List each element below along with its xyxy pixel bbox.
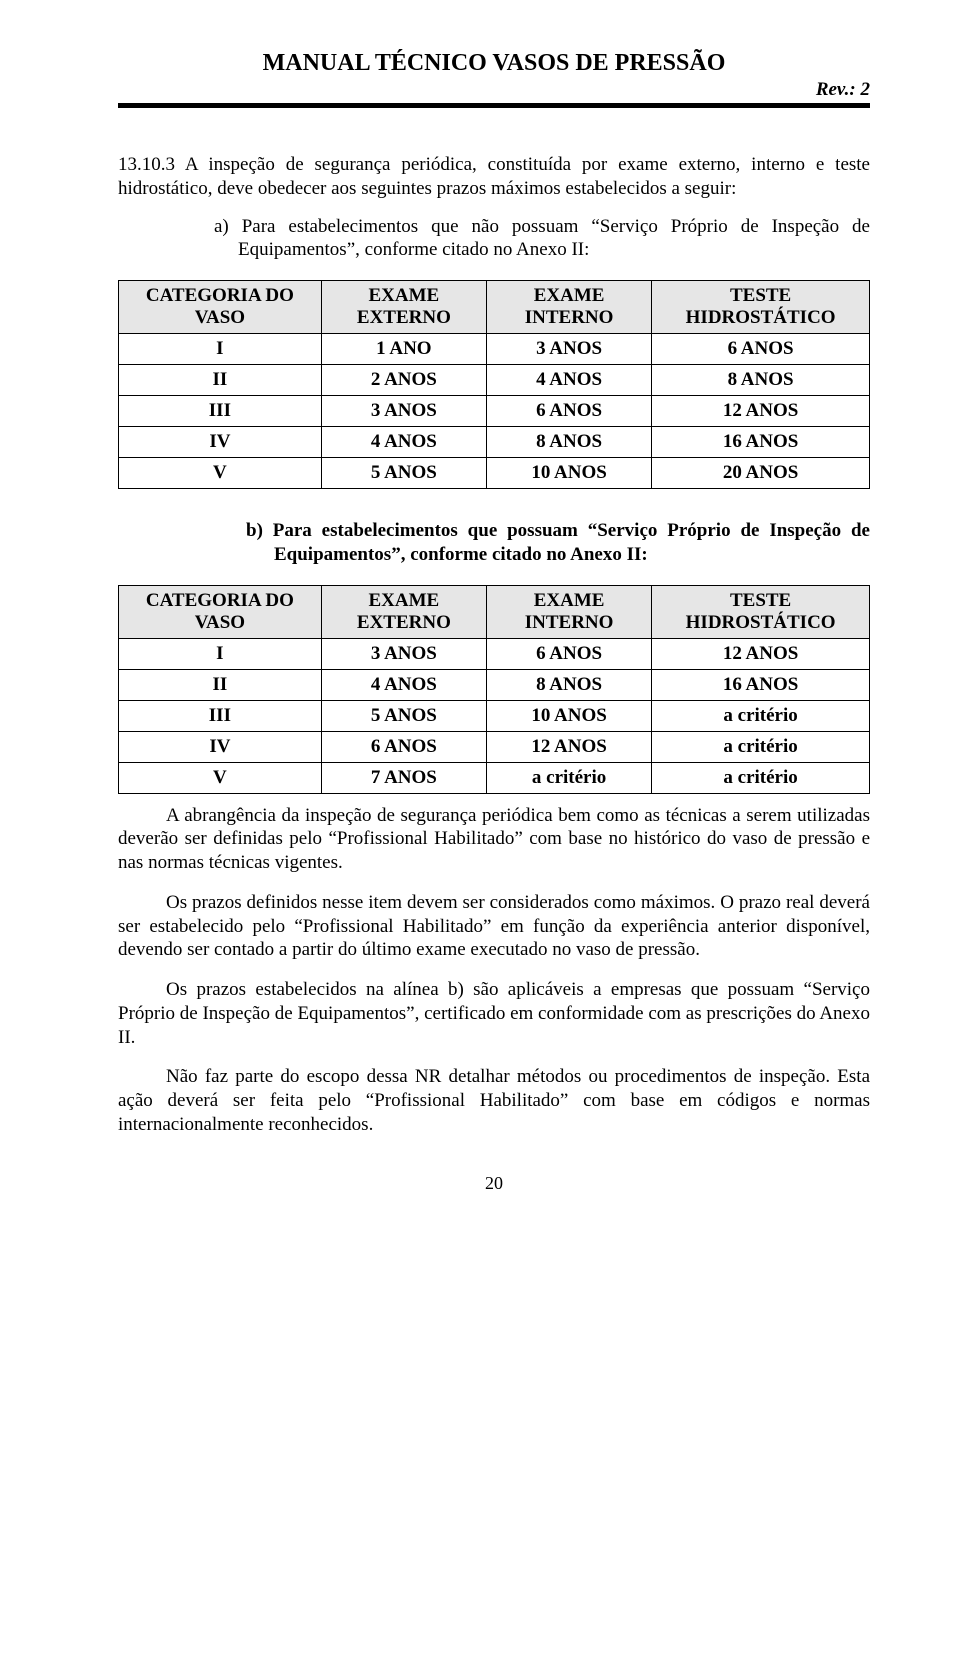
table-cell: 7 ANOS <box>321 762 486 793</box>
paragraph-1: A abrangência da inspeção de segurança p… <box>118 804 870 875</box>
th-text: EXTERNO <box>328 307 480 329</box>
table-cell: 12 ANOS <box>486 731 651 762</box>
table-b: CATEGORIA DO VASO EXAME EXTERNO EXAME IN… <box>118 585 870 794</box>
th-text: EXAME <box>328 285 480 307</box>
page-title: MANUAL TÉCNICO VASOS DE PRESSÃO <box>118 50 870 77</box>
document-page: MANUAL TÉCNICO VASOS DE PRESSÃO Rev.: 2 … <box>0 0 960 1234</box>
table-cell: 8 ANOS <box>652 365 870 396</box>
table-cell: 3 ANOS <box>321 396 486 427</box>
th-text: EXTERNO <box>328 612 480 634</box>
revision-label: Rev.: 2 <box>118 79 870 101</box>
table-cell: 6 ANOS <box>486 638 651 669</box>
table-cell: 8 ANOS <box>486 427 651 458</box>
table-cell: I <box>119 334 322 365</box>
table-row: IV6 ANOS12 ANOSa critério <box>119 731 870 762</box>
table-cell: 10 ANOS <box>486 700 651 731</box>
page-number: 20 <box>118 1173 870 1194</box>
th-text: EXAME <box>493 285 645 307</box>
table-a-body: I1 ANO3 ANOS6 ANOSII2 ANOS4 ANOS8 ANOSII… <box>119 334 870 489</box>
paragraph-text: Não faz parte do escopo dessa NR detalha… <box>118 1066 870 1135</box>
table-row: I1 ANO3 ANOS6 ANOS <box>119 334 870 365</box>
list-item-b: b) Para estabelecimentos que possuam “Se… <box>118 519 870 567</box>
paragraph-text: Os prazos estabelecidos na alínea b) são… <box>118 979 870 1048</box>
table-cell: a critério <box>486 762 651 793</box>
paragraph-text: Os prazos definidos nesse item devem ser… <box>118 892 870 961</box>
table-cell: 2 ANOS <box>321 365 486 396</box>
th-text: EXAME <box>493 590 645 612</box>
table-cell: 3 ANOS <box>486 334 651 365</box>
th-exame-interno: EXAME INTERNO <box>486 585 651 638</box>
table-cell: 3 ANOS <box>321 638 486 669</box>
clause-text: A inspeção de segurança periódica, const… <box>118 154 870 199</box>
table-cell: 1 ANO <box>321 334 486 365</box>
table-cell: III <box>119 700 322 731</box>
table-row: I3 ANOS6 ANOS12 ANOS <box>119 638 870 669</box>
th-exame-interno: EXAME INTERNO <box>486 281 651 334</box>
table-a: CATEGORIA DO VASO EXAME EXTERNO EXAME IN… <box>118 280 870 489</box>
table-row: V5 ANOS10 ANOS20 ANOS <box>119 458 870 489</box>
table-cell: 4 ANOS <box>321 669 486 700</box>
th-categoria: CATEGORIA DO VASO <box>119 281 322 334</box>
table-cell: 6 ANOS <box>321 731 486 762</box>
table-row: II4 ANOS8 ANOS16 ANOS <box>119 669 870 700</box>
th-text: TESTE <box>658 590 863 612</box>
table-cell: a critério <box>652 700 870 731</box>
table-cell: 6 ANOS <box>652 334 870 365</box>
clause-number: 13.10.3 <box>118 154 175 175</box>
th-text: VASO <box>125 612 315 634</box>
table-cell: 8 ANOS <box>486 669 651 700</box>
th-exame-externo: EXAME EXTERNO <box>321 281 486 334</box>
table-cell: I <box>119 638 322 669</box>
th-text: CATEGORIA DO <box>125 590 315 612</box>
th-text: INTERNO <box>493 612 645 634</box>
th-text: HIDROSTÁTICO <box>658 612 863 634</box>
table-row: III3 ANOS6 ANOS12 ANOS <box>119 396 870 427</box>
table-cell: III <box>119 396 322 427</box>
table-cell: 12 ANOS <box>652 396 870 427</box>
th-teste-hidrostatico: TESTE HIDROSTÁTICO <box>652 281 870 334</box>
th-text: EXAME <box>328 590 480 612</box>
table-cell: 4 ANOS <box>486 365 651 396</box>
table-cell: 4 ANOS <box>321 427 486 458</box>
table-row: V7 ANOSa critérioa critério <box>119 762 870 793</box>
th-categoria: CATEGORIA DO VASO <box>119 585 322 638</box>
paragraph-2: Os prazos definidos nesse item devem ser… <box>118 891 870 962</box>
table-cell: IV <box>119 427 322 458</box>
table-cell: 10 ANOS <box>486 458 651 489</box>
paragraph-3: Os prazos estabelecidos na alínea b) são… <box>118 978 870 1049</box>
table-row: II2 ANOS4 ANOS8 ANOS <box>119 365 870 396</box>
table-row: III5 ANOS10 ANOSa critério <box>119 700 870 731</box>
table-cell: 16 ANOS <box>652 427 870 458</box>
table-cell: V <box>119 458 322 489</box>
th-text: VASO <box>125 307 315 329</box>
table-cell: 5 ANOS <box>321 458 486 489</box>
table-cell: 20 ANOS <box>652 458 870 489</box>
clause-13-10-3: 13.10.3 A inspeção de segurança periódic… <box>118 153 870 201</box>
list-item-a: a) Para estabelecimentos que não possuam… <box>118 215 870 263</box>
table-b-body: I3 ANOS6 ANOS12 ANOSII4 ANOS8 ANOS16 ANO… <box>119 638 870 793</box>
table-row: IV4 ANOS8 ANOS16 ANOS <box>119 427 870 458</box>
table-header-row: CATEGORIA DO VASO EXAME EXTERNO EXAME IN… <box>119 281 870 334</box>
table-cell: a critério <box>652 731 870 762</box>
th-text: HIDROSTÁTICO <box>658 307 863 329</box>
th-text: TESTE <box>658 285 863 307</box>
th-teste-hidrostatico: TESTE HIDROSTÁTICO <box>652 585 870 638</box>
table-cell: II <box>119 365 322 396</box>
th-exame-externo: EXAME EXTERNO <box>321 585 486 638</box>
table-cell: 12 ANOS <box>652 638 870 669</box>
header-rule <box>118 103 870 108</box>
paragraph-4: Não faz parte do escopo dessa NR detalha… <box>118 1065 870 1136</box>
th-text: CATEGORIA DO <box>125 285 315 307</box>
table-cell: a critério <box>652 762 870 793</box>
th-text: INTERNO <box>493 307 645 329</box>
table-cell: 16 ANOS <box>652 669 870 700</box>
table-header-row: CATEGORIA DO VASO EXAME EXTERNO EXAME IN… <box>119 585 870 638</box>
table-cell: V <box>119 762 322 793</box>
table-cell: II <box>119 669 322 700</box>
table-cell: 6 ANOS <box>486 396 651 427</box>
table-cell: 5 ANOS <box>321 700 486 731</box>
table-cell: IV <box>119 731 322 762</box>
paragraph-text: A abrangência da inspeção de segurança p… <box>118 805 870 874</box>
